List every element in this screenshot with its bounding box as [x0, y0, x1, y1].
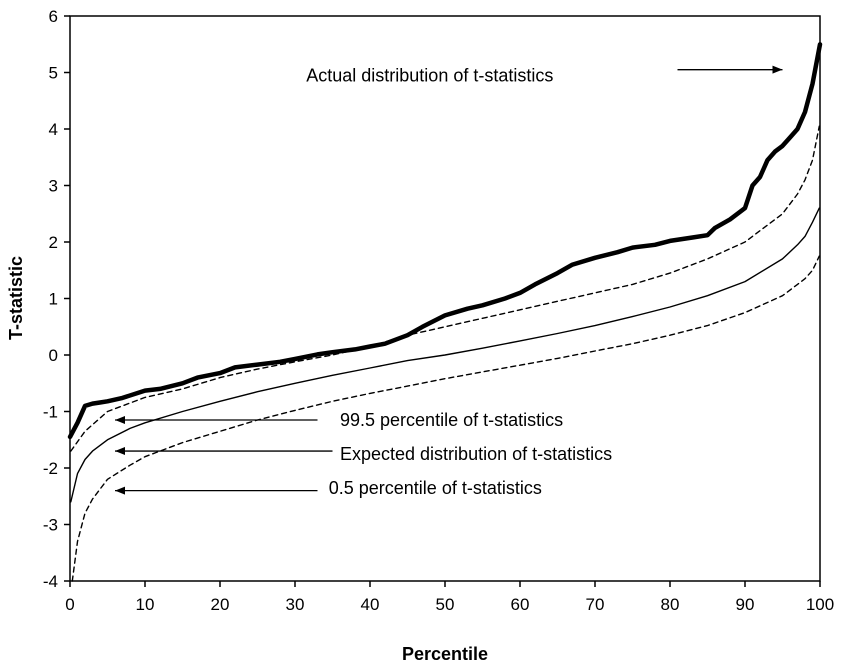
x-axis-title: Percentile — [402, 644, 488, 664]
y-tick-label: 0 — [49, 346, 58, 365]
annotation-layer: Actual distribution of t-statistics 99.5 … — [115, 65, 783, 498]
x-tick-label: 0 — [65, 595, 74, 614]
series-layer — [67, 42, 823, 582]
y-tick-label: 6 — [49, 7, 58, 26]
annotation-label-expected: Expected distribution of t-statistics — [340, 444, 612, 464]
x-tick-label: 90 — [736, 595, 755, 614]
x-tick-label: 60 — [511, 595, 530, 614]
y-tick-label: -4 — [43, 572, 58, 591]
y-tick-label: -2 — [43, 459, 58, 478]
y-tick-label: 5 — [49, 64, 58, 83]
x-tick-label: 20 — [211, 595, 230, 614]
series-line-0 — [67, 42, 823, 440]
x-tick-label: 70 — [586, 595, 605, 614]
annotation-label-p005: 0.5 percentile of t-statistics — [329, 478, 542, 498]
y-axis: -4 -3 -2 -1 0 1 2 3 4 5 6 — [43, 7, 70, 591]
x-tick-label: 40 — [361, 595, 380, 614]
series-line-1 — [70, 207, 820, 503]
plot-area — [69, 15, 821, 582]
x-axis: 0 10 20 30 40 50 60 70 80 90 100 — [65, 581, 834, 614]
y-tick-label: 3 — [49, 177, 58, 196]
annotation-label-actual: Actual distribution of t-statistics — [306, 65, 553, 85]
x-tick-label: 30 — [286, 595, 305, 614]
x-tick-label: 50 — [436, 595, 455, 614]
x-tick-label: 10 — [136, 595, 155, 614]
series-line-3 — [71, 255, 820, 582]
annotation-arrow-head — [115, 486, 125, 495]
annotation-arrow-head — [115, 447, 125, 456]
series-line-2 — [70, 125, 820, 452]
y-axis-title: T-statistic — [6, 256, 26, 340]
annotation-arrow-head — [115, 415, 125, 424]
y-tick-label: -3 — [43, 516, 58, 535]
x-tick-label: 100 — [806, 595, 834, 614]
y-tick-label: -1 — [43, 403, 58, 422]
y-tick-label: 2 — [49, 233, 58, 252]
annotation-label-p995: 99.5 percentile of t-statistics — [340, 410, 563, 430]
y-tick-label: 1 — [49, 290, 58, 309]
x-tick-label: 80 — [661, 595, 680, 614]
annotation-arrow-head — [772, 65, 783, 74]
y-tick-label: 4 — [49, 120, 58, 139]
